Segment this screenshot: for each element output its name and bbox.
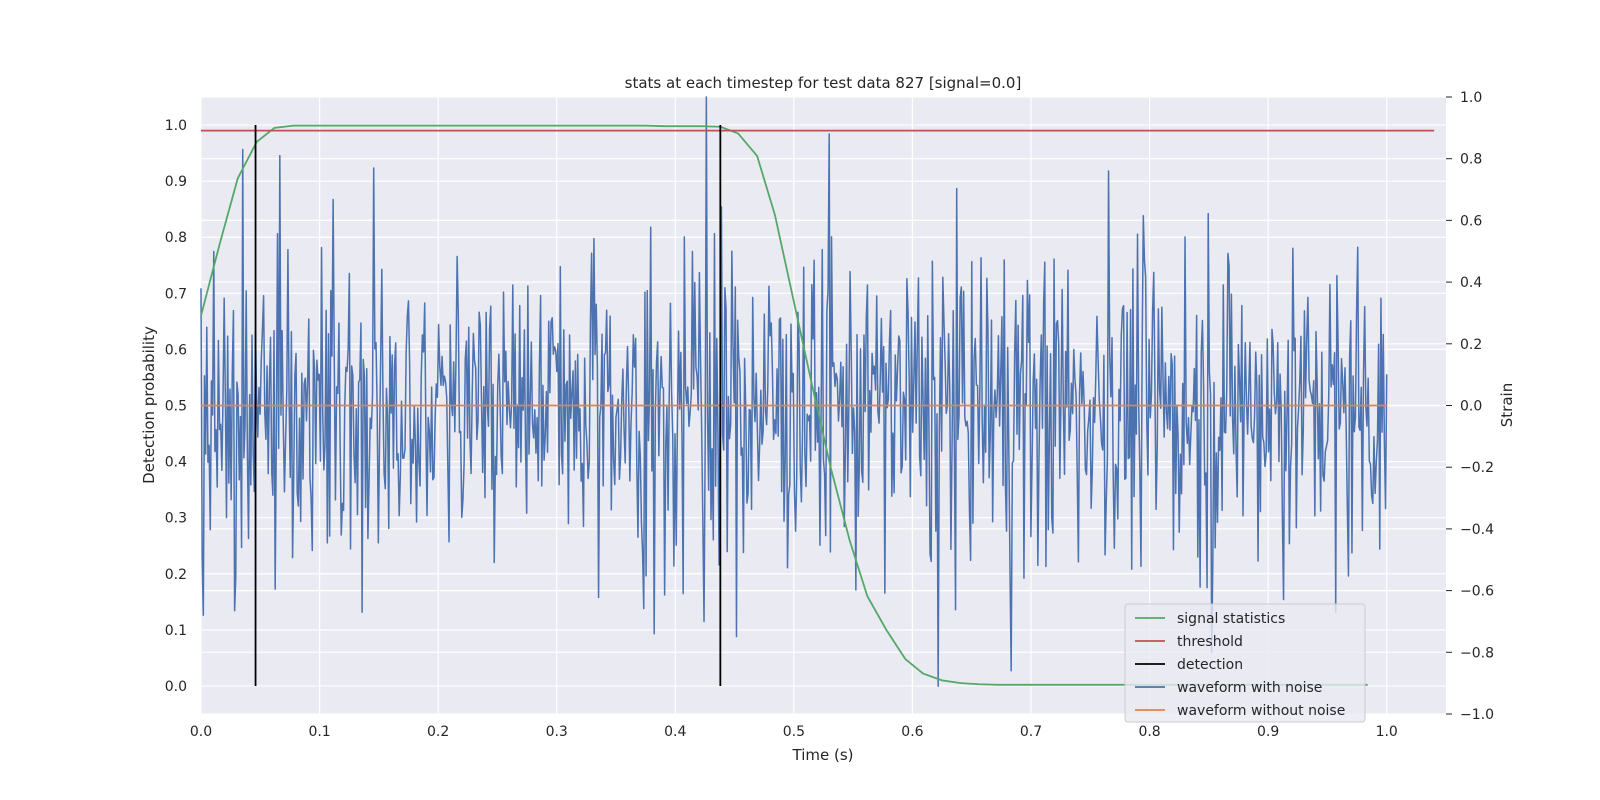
y-right-tick-label: 0.8 [1460,152,1482,168]
y-right-tick-label: −0.8 [1460,645,1494,661]
x-tick-label: 0.4 [664,724,686,740]
chart-title: stats at each timestep for test data 827… [625,74,1022,92]
y-left-tick-label: 0.7 [165,286,187,302]
legend-entry: threshold [1135,634,1243,650]
x-tick-label: 0.7 [1020,724,1042,740]
y-right-tick-label: 0.6 [1460,213,1482,229]
y-right-tick-label: −0.2 [1460,460,1494,476]
y-left-tick-label: 0.2 [165,567,187,583]
legend-label: threshold [1177,634,1243,650]
x-tick-label: 0.3 [546,724,568,740]
legend-label: detection [1177,657,1243,673]
y-right-tick-label: 0.0 [1460,399,1482,415]
legend-entries: signal statistics threshold detection wavef… [1135,611,1345,719]
y-right-tick-label: −0.6 [1460,584,1494,600]
legend-entry: waveform with noise [1135,680,1322,696]
x-tick-label: 0.8 [1138,724,1160,740]
x-tick-label: 0.2 [427,724,449,740]
y-left-tick-label: 0.9 [165,174,187,190]
legend-entry: waveform without noise [1135,703,1345,719]
legend-box [1124,603,1366,723]
legend-label: waveform with noise [1177,680,1322,696]
x-axis-ticks: 0.0 0.1 0.2 0.3 0.4 0.5 0.6 0.7 0.8 0.9 1.0 [190,724,1398,740]
y-left-tick-label: 1.0 [165,118,187,134]
x-tick-label: 0.9 [1257,724,1279,740]
x-tick-label: 0.5 [783,724,805,740]
y-axis-left-ticks: 0.0 0.1 0.2 0.3 0.4 0.5 0.6 0.7 0.8 0.9 1.0 [165,118,187,695]
y-left-tick-label: 0.8 [165,230,187,246]
legend-entry: detection [1135,657,1243,673]
y-left-tick-label: 0.6 [165,342,187,358]
y-right-tick-label: −1.0 [1460,707,1494,723]
x-tick-label: 0.6 [901,724,923,740]
y-left-tick-label: 0.4 [165,455,187,471]
y-right-tick-label: −0.4 [1460,522,1494,538]
y-right-tick-label: 0.4 [1460,275,1482,291]
series-waveform-with-noise [200,96,1388,687]
x-tick-label: 0.0 [190,724,212,740]
x-axis-label: Time (s) [792,746,854,764]
y-axis-right-ticks: −1.0 −0.8 −0.6 −0.4 −0.2 0.0 0.2 0.4 0.6 0.8 1.0 [1446,90,1494,723]
legend-label: waveform without noise [1177,703,1345,719]
y-left-tick-label: 0.1 [165,623,187,639]
y-axis-left-label: Detection probability [140,326,158,484]
x-tick-label: 1.0 [1376,724,1398,740]
x-tick-label: 0.1 [308,724,330,740]
y-axis-right-label: Strain [1498,383,1516,427]
legend: signal statistics threshold detection wavef… [1124,603,1366,723]
legend-label: signal statistics [1177,611,1285,627]
y-right-tick-label: 1.0 [1460,90,1482,106]
y-right-tick-label: 0.2 [1460,337,1482,353]
y-left-tick-label: 0.3 [165,511,187,527]
y-left-tick-label: 0.5 [165,399,187,415]
y-left-tick-label: 0.0 [165,679,187,695]
legend-entry: signal statistics [1135,611,1285,627]
